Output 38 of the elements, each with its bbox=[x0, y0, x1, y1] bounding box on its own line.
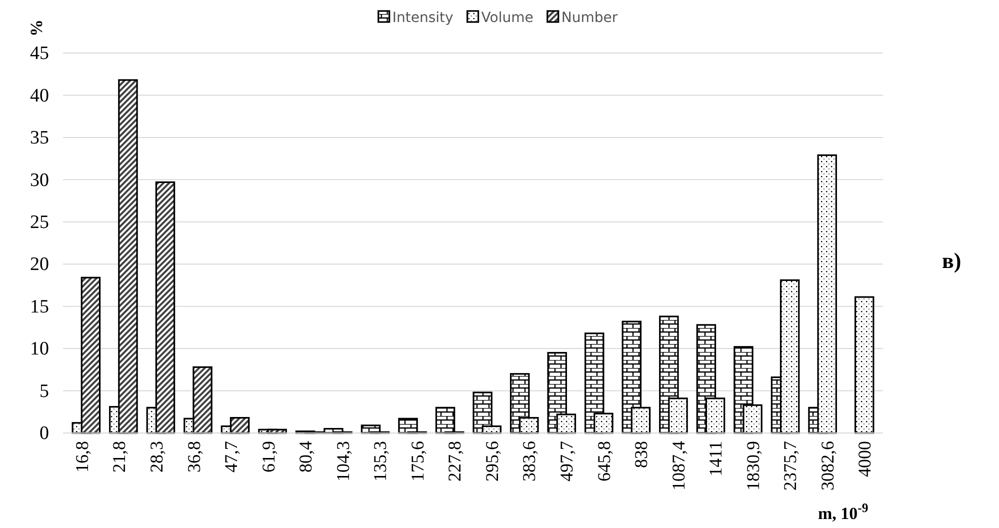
x-tick-label: 4000 bbox=[854, 441, 875, 477]
x-tick-label: 645,8 bbox=[594, 441, 614, 482]
y-tick-label: 20 bbox=[30, 254, 49, 276]
x-tick-label: 104,3 bbox=[332, 441, 353, 482]
legend-label: Intensity bbox=[392, 10, 454, 26]
y-tick-label: 35 bbox=[30, 128, 49, 149]
x-tick-label: 36,8 bbox=[184, 441, 204, 472]
x-tick-label: 61,9 bbox=[258, 441, 278, 472]
legend-label: Volume bbox=[481, 10, 534, 26]
x-tick-label: 135,3 bbox=[370, 441, 390, 482]
x-tick-label: 295,6 bbox=[482, 441, 502, 482]
x-tick-label: 2375,7 bbox=[780, 441, 800, 490]
x-tick-label: 21,8 bbox=[109, 441, 130, 472]
y-tick-label: 45 bbox=[30, 43, 49, 64]
x-tick-label: 838 bbox=[631, 441, 652, 468]
y-tick-label: 15 bbox=[30, 296, 49, 318]
y-axis-title: % bbox=[26, 20, 46, 36]
y-tick-label: 30 bbox=[30, 170, 49, 191]
x-tick-label: 28,3 bbox=[146, 441, 166, 472]
y-tick-label: 25 bbox=[30, 212, 49, 233]
y-tick-label: 40 bbox=[30, 85, 49, 106]
y-tick-label: 0 bbox=[40, 423, 49, 444]
x-tick-label: 3082,6 bbox=[817, 441, 838, 490]
x-tick-label: 47,7 bbox=[221, 441, 242, 472]
legend-label: Number bbox=[561, 10, 618, 26]
x-tick-label: 1411 bbox=[706, 441, 726, 476]
text: в) bbox=[942, 248, 962, 273]
x-tick-label: 1830,9 bbox=[742, 441, 763, 490]
x-tick-label: 80,4 bbox=[296, 441, 316, 472]
x-tick-label: 175,6 bbox=[407, 441, 428, 482]
y-tick-label: 10 bbox=[30, 338, 49, 360]
x-tick-label: 497,7 bbox=[556, 441, 576, 482]
x-tick-label: 16,8 bbox=[72, 441, 92, 472]
x-axis-title: m, 10$^{-9}$ bbox=[818, 501, 868, 523]
x-tick-label: 1087,4 bbox=[668, 441, 688, 490]
x-tick-label: 227,8 bbox=[444, 441, 465, 482]
x-tick-label: 383,6 bbox=[519, 441, 540, 482]
y-tick-label: 5 bbox=[40, 380, 49, 402]
